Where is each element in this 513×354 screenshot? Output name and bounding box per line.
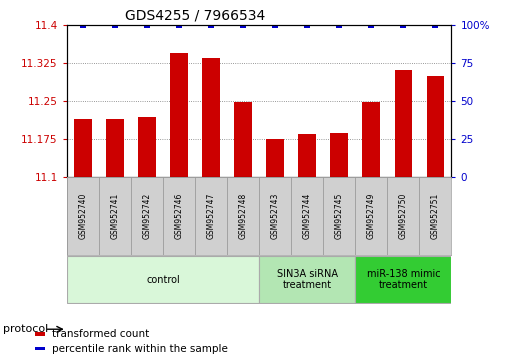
Bar: [106, 119, 124, 177]
Text: GSM952750: GSM952750: [399, 193, 408, 239]
Text: GSM952745: GSM952745: [334, 193, 344, 239]
Text: GSM952748: GSM952748: [239, 193, 248, 239]
Bar: [74, 119, 91, 177]
Text: transformed count: transformed count: [52, 329, 149, 339]
Text: GSM952744: GSM952744: [303, 193, 312, 239]
Bar: [35, 332, 46, 336]
Text: GSM952749: GSM952749: [367, 193, 376, 239]
Text: GSM952751: GSM952751: [431, 193, 440, 239]
Bar: [67, 256, 259, 303]
Bar: [330, 133, 348, 177]
Text: GDS4255 / 7966534: GDS4255 / 7966534: [125, 9, 265, 23]
Text: GSM952740: GSM952740: [78, 193, 87, 239]
Bar: [138, 117, 155, 177]
Text: GSM952741: GSM952741: [110, 193, 120, 239]
Bar: [259, 177, 291, 255]
Bar: [259, 256, 355, 303]
Bar: [131, 177, 163, 255]
Text: miR-138 mimic
treatment: miR-138 mimic treatment: [366, 269, 440, 291]
Bar: [266, 139, 284, 177]
Text: percentile rank within the sample: percentile rank within the sample: [52, 344, 227, 354]
Bar: [299, 134, 316, 177]
Bar: [387, 177, 420, 255]
Bar: [35, 347, 46, 350]
Bar: [427, 75, 444, 177]
Text: GSM952743: GSM952743: [270, 193, 280, 239]
Text: GSM952746: GSM952746: [174, 193, 184, 239]
Bar: [170, 53, 188, 177]
Text: protocol: protocol: [3, 324, 48, 334]
Bar: [323, 177, 355, 255]
Bar: [394, 70, 412, 177]
Text: SIN3A siRNA
treatment: SIN3A siRNA treatment: [277, 269, 338, 291]
Bar: [195, 177, 227, 255]
Bar: [363, 102, 380, 177]
Bar: [355, 256, 451, 303]
Text: GSM952747: GSM952747: [206, 193, 215, 239]
Bar: [98, 177, 131, 255]
Bar: [355, 177, 387, 255]
Text: GSM952742: GSM952742: [142, 193, 151, 239]
Bar: [202, 58, 220, 177]
Bar: [67, 177, 98, 255]
Bar: [227, 177, 259, 255]
Text: control: control: [146, 275, 180, 285]
Bar: [163, 177, 195, 255]
Bar: [234, 102, 252, 177]
Bar: [291, 177, 323, 255]
Bar: [420, 177, 451, 255]
